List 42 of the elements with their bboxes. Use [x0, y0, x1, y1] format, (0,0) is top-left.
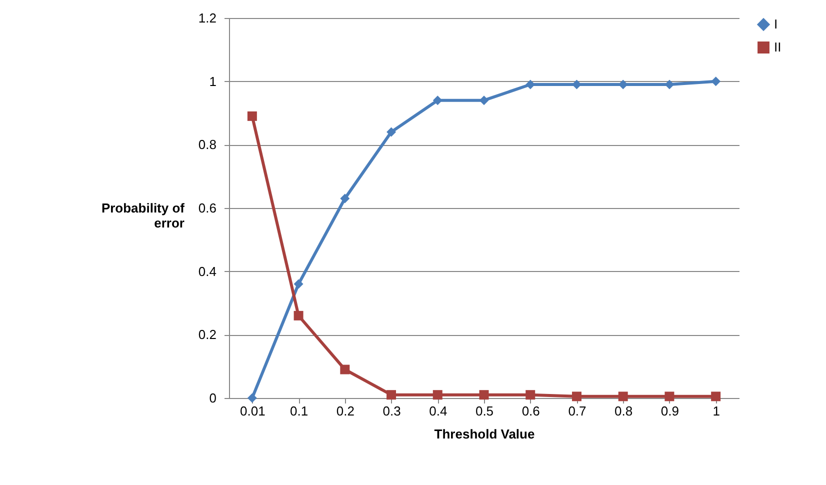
x-axis-title: Threshold Value: [434, 426, 535, 442]
point: [479, 96, 489, 106]
y-tick-label: 0.6: [198, 200, 216, 216]
y-tick-label: 0.4: [198, 264, 216, 279]
point: [711, 76, 721, 86]
y-tick-label: 1.2: [198, 10, 216, 26]
point: [386, 127, 396, 137]
x-tick-label: 0.7: [568, 404, 586, 418]
x-tick-label: 0.8: [614, 404, 633, 418]
y-tick-label: 0.2: [198, 327, 216, 342]
legend-label: II: [774, 40, 782, 54]
x-tick-label: 0.3: [382, 404, 401, 418]
x-tick-label: 0.2: [336, 404, 354, 418]
point: [340, 194, 350, 204]
point: [432, 96, 442, 106]
point: [294, 310, 304, 320]
x-tick-label: 0.4: [429, 404, 448, 418]
y-tick-label: 0: [209, 390, 216, 406]
point: [711, 392, 721, 402]
point: [618, 80, 628, 90]
x-tick-label: 0.9: [660, 404, 679, 418]
point: [247, 111, 257, 121]
point: [247, 393, 257, 403]
x-tick-label: 0.5: [475, 404, 494, 418]
x-tick-label: 0.1: [290, 404, 308, 418]
point: [340, 364, 350, 374]
legend-label: I: [774, 16, 778, 32]
point: [664, 80, 674, 90]
y-tick-label: 0.8: [198, 137, 216, 152]
x-tick-label: 0.01: [240, 404, 266, 418]
y-tick-label: 1: [209, 74, 216, 89]
point: [618, 392, 628, 402]
point: [572, 392, 582, 402]
point: [294, 279, 304, 289]
x-tick-label: 1: [712, 404, 720, 418]
y-axis-title: Probability of error: [101, 200, 186, 230]
point: [664, 392, 674, 402]
point: [386, 390, 396, 400]
point: [432, 390, 442, 400]
point: [526, 390, 536, 400]
point: [479, 390, 489, 400]
x-tick-label: 0.6: [522, 404, 540, 418]
